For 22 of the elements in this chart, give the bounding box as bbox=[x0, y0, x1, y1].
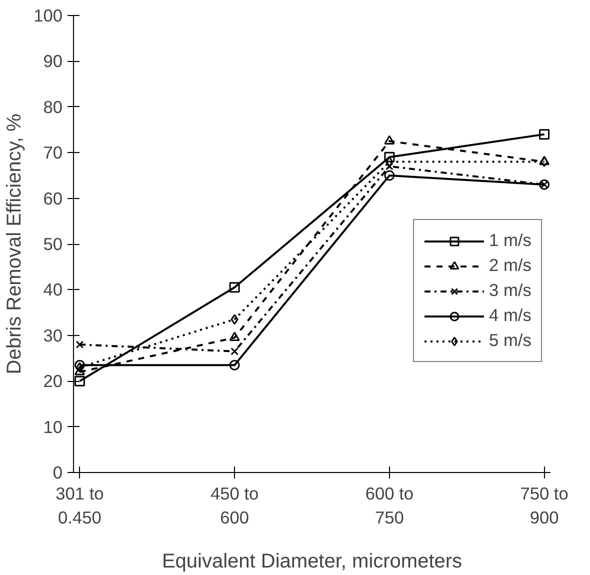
y-tick-label: 30 bbox=[43, 325, 63, 346]
y-tick-label: 10 bbox=[43, 416, 63, 437]
x-tick-label: 301 to 0.450 bbox=[56, 484, 104, 528]
x-axis-title: Equivalent Diameter, micrometers bbox=[162, 550, 462, 572]
y-tick-label: 80 bbox=[43, 96, 63, 117]
x-tick-label: 600 to 750 bbox=[365, 484, 414, 528]
x-tick-label: 750 to 900 bbox=[520, 484, 568, 528]
legend-label: 4 m/s bbox=[489, 305, 532, 326]
y-tick-label: 50 bbox=[43, 234, 63, 254]
legend-label: 5 m/s bbox=[489, 330, 532, 351]
legend-label: 1 m/s bbox=[489, 230, 532, 251]
y-tick-label: 70 bbox=[43, 142, 63, 163]
y-tick-label: 40 bbox=[43, 280, 63, 300]
legend-label: 2 m/s bbox=[489, 255, 532, 276]
y-tick-label: 0 bbox=[52, 462, 63, 482]
y-tick-label: 90 bbox=[43, 51, 63, 72]
y-tick-label: 60 bbox=[43, 188, 63, 208]
y-tick-label: 100 bbox=[34, 6, 63, 26]
y-axis-title: Debris Removal Efficiency, % bbox=[4, 114, 26, 374]
x-tick-label: 450 to 600 bbox=[210, 484, 259, 528]
y-tick-label: 20 bbox=[43, 371, 63, 392]
legend-label: 3 m/s bbox=[489, 280, 532, 301]
